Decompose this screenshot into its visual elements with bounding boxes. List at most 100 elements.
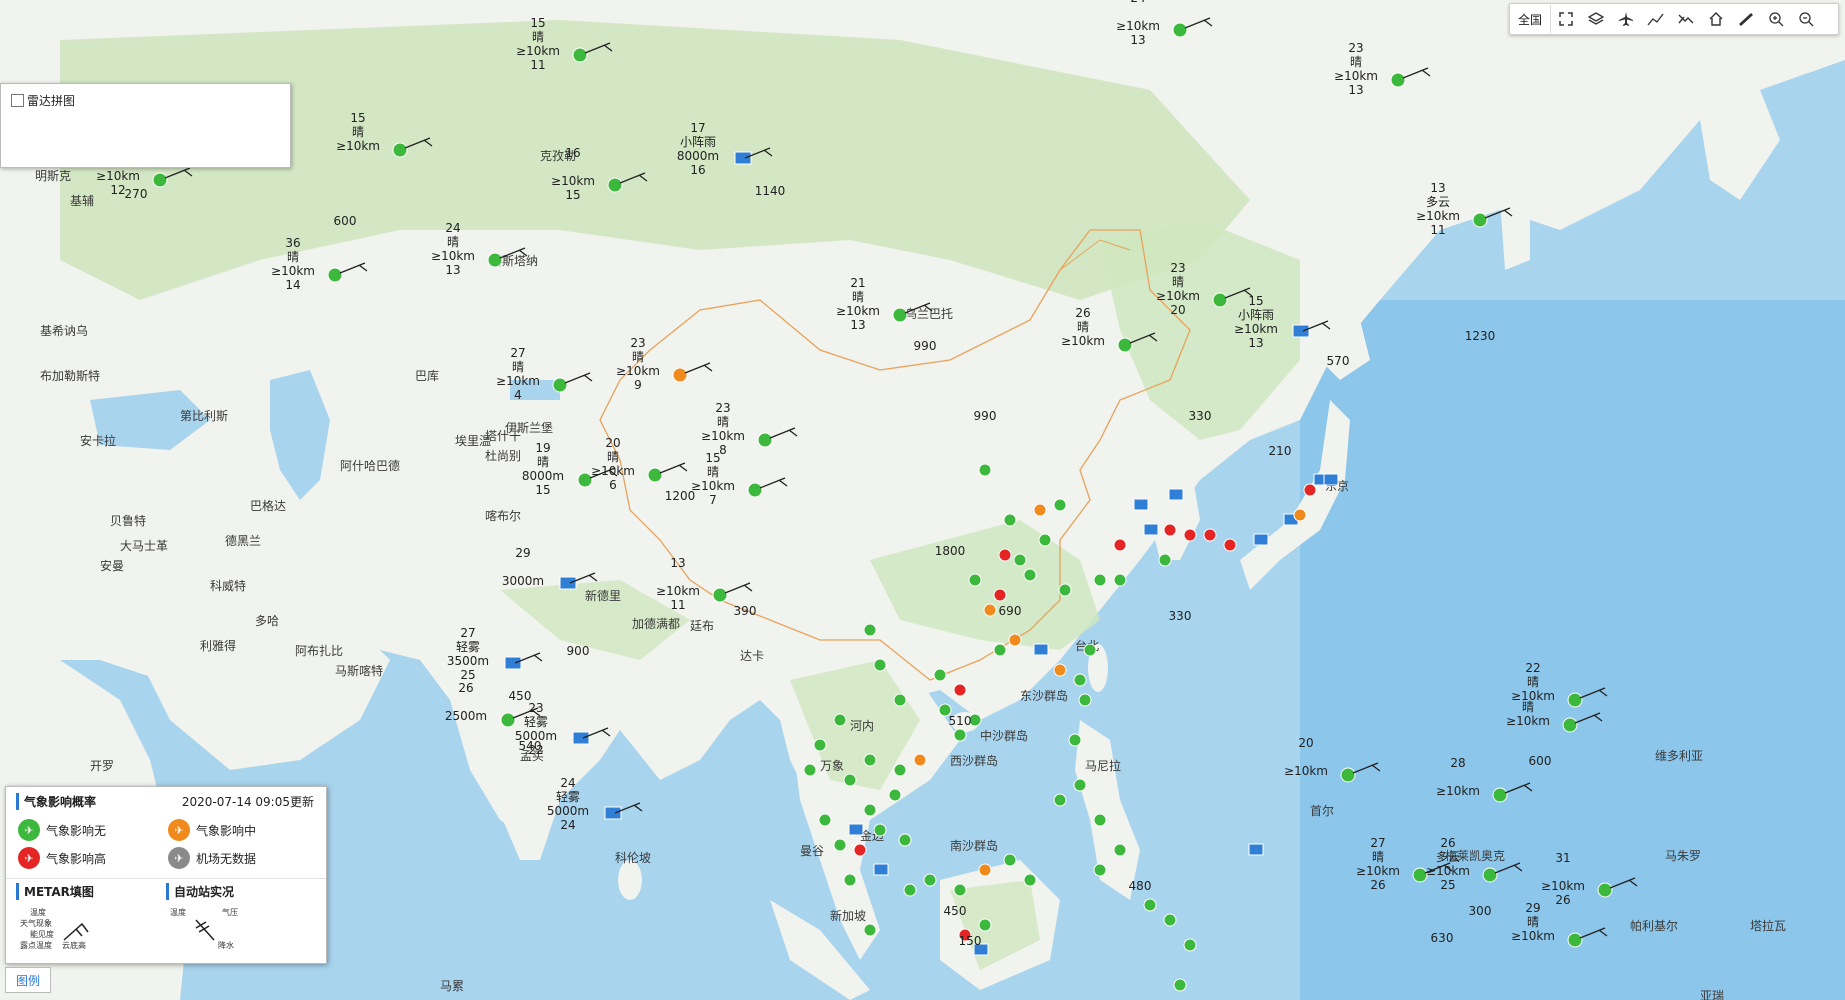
station-plot[interactable]: 晴≥10km [1506,700,1603,733]
airport-icon[interactable] [958,928,972,942]
airport-icon[interactable] [1223,538,1237,552]
airplane-icon[interactable] [1611,5,1641,33]
airport-icon[interactable] [1003,513,1017,527]
airport-icon[interactable] [993,643,1007,657]
auto-station-icon[interactable] [873,863,889,876]
airport-icon[interactable] [873,658,887,672]
airport-icon[interactable] [1008,633,1022,647]
layers-icon[interactable] [1581,5,1611,33]
airport-icon[interactable] [1013,553,1027,567]
airport-icon[interactable] [953,883,967,897]
airport-icon[interactable] [1023,568,1037,582]
auto-station-icon[interactable] [1133,498,1149,511]
airport-icon[interactable] [1068,733,1082,747]
auto-station-icon[interactable] [973,943,989,956]
airport-icon[interactable] [1183,528,1197,542]
airport-icon[interactable] [893,693,907,707]
auto-station-icon[interactable] [1323,473,1339,486]
airport-icon[interactable] [813,738,827,752]
airport-icon[interactable] [913,753,927,767]
auto-station-icon[interactable] [1033,643,1049,656]
airport-icon[interactable] [968,573,982,587]
airport-icon[interactable] [1083,643,1097,657]
airport-icon[interactable] [843,773,857,787]
airport-icon[interactable] [1023,873,1037,887]
airport-icon[interactable] [1053,498,1067,512]
airport-icon[interactable] [898,833,912,847]
auto-station-icon[interactable] [1168,488,1184,501]
airport-icon[interactable] [998,548,1012,562]
auto-station-icon[interactable] [1253,533,1269,546]
airport-icon[interactable] [1163,523,1177,537]
airport-icon[interactable] [1093,863,1107,877]
airport-icon[interactable] [1173,978,1187,992]
auto-station-icon[interactable] [848,823,864,836]
radar-toggle[interactable]: 雷达拼图 [11,92,290,109]
airport-icon[interactable] [863,923,877,937]
station-plot[interactable]: 28 ≥10km [1436,756,1533,803]
airport-icon[interactable] [853,843,867,857]
airport-icon[interactable] [978,863,992,877]
radar-checkbox[interactable] [11,94,24,107]
airport-icon[interactable] [1033,503,1047,517]
airport-icon[interactable] [1113,538,1127,552]
airport-icon[interactable] [953,683,967,697]
airport-icon[interactable] [1003,853,1017,867]
airport-icon[interactable] [903,883,917,897]
fullscreen-icon[interactable] [1551,5,1581,33]
zoom-in-icon[interactable] [1761,5,1791,33]
airport-icon[interactable] [873,823,887,837]
airport-icon[interactable] [893,763,907,777]
station-plot[interactable]: 20 ≥10km [1284,736,1381,783]
airport-icon[interactable] [923,873,937,887]
auto-station-icon[interactable] [1143,523,1159,536]
station-plot[interactable]: 22晴≥10km [1511,661,1608,708]
airport-icon[interactable] [1113,843,1127,857]
airport-icon[interactable] [983,603,997,617]
legend-tab[interactable]: 图例 [5,967,51,993]
airport-icon[interactable] [1058,583,1072,597]
airport-icon[interactable] [843,873,857,887]
station-plot[interactable]: 29晴≥10km [1511,901,1608,948]
airport-icon[interactable] [863,803,877,817]
airport-icon[interactable] [1038,533,1052,547]
station-plot[interactable]: 15晴≥10km [336,111,433,158]
airport-icon[interactable] [968,713,982,727]
route-icon[interactable] [1671,5,1701,33]
airport-icon[interactable] [1293,508,1307,522]
home-icon[interactable] [1701,5,1731,33]
airport-icon[interactable] [1093,573,1107,587]
airport-icon[interactable] [833,713,847,727]
zoom-out-icon[interactable] [1791,5,1821,33]
airport-icon[interactable] [1158,553,1172,567]
auto-station-icon[interactable] [1248,843,1264,856]
airport-icon[interactable] [863,753,877,767]
airport-icon[interactable] [1053,663,1067,677]
airport-icon[interactable] [888,788,902,802]
airport-icon[interactable] [1203,528,1217,542]
airport-icon[interactable] [818,813,832,827]
airport-icon[interactable] [1183,938,1197,952]
station-plot[interactable]: 29 3000m [502,546,598,590]
airport-icon[interactable] [978,463,992,477]
airport-icon[interactable] [1093,813,1107,827]
airport-icon[interactable] [803,763,817,777]
airport-icon[interactable] [1113,573,1127,587]
